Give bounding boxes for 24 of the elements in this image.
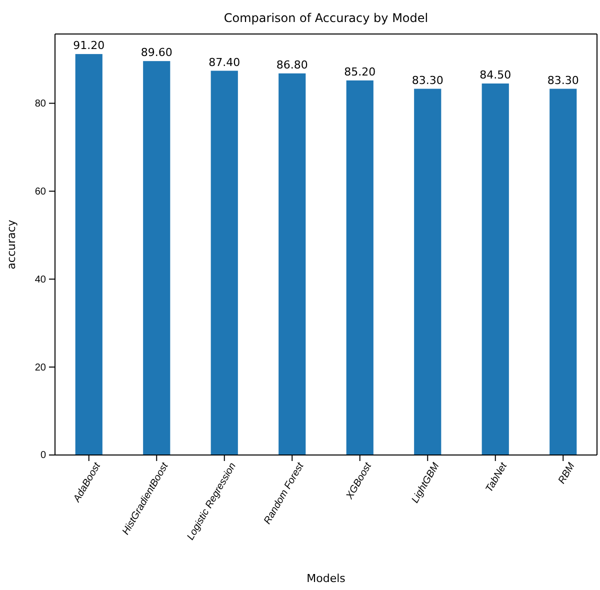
y-tick-label: 80 bbox=[34, 98, 46, 110]
data-label: 86.80 bbox=[276, 58, 308, 72]
bar bbox=[278, 73, 306, 455]
data-label: 83.30 bbox=[547, 74, 579, 87]
bar bbox=[210, 70, 238, 455]
data-label: 87.40 bbox=[208, 56, 240, 69]
data-label: 89.60 bbox=[140, 46, 172, 60]
bar bbox=[550, 88, 577, 455]
chart-title: Comparison of Accuracy by Model bbox=[224, 11, 428, 25]
data-label: 85.20 bbox=[344, 65, 376, 78]
y-tick-label: 60 bbox=[34, 186, 46, 198]
bar bbox=[414, 88, 442, 455]
data-label: 83.30 bbox=[412, 74, 444, 87]
data-label: 84.50 bbox=[480, 68, 512, 82]
y-tick-label: 0 bbox=[40, 450, 46, 462]
bar bbox=[346, 80, 374, 455]
bar bbox=[75, 54, 102, 455]
y-axis-title: accuracy bbox=[5, 219, 18, 270]
bar bbox=[482, 84, 509, 455]
bar bbox=[143, 61, 170, 455]
x-axis-title: Models bbox=[306, 572, 346, 585]
y-tick-label: 20 bbox=[34, 362, 46, 374]
y-tick-label: 40 bbox=[34, 274, 46, 286]
data-label: 91.20 bbox=[73, 39, 105, 52]
